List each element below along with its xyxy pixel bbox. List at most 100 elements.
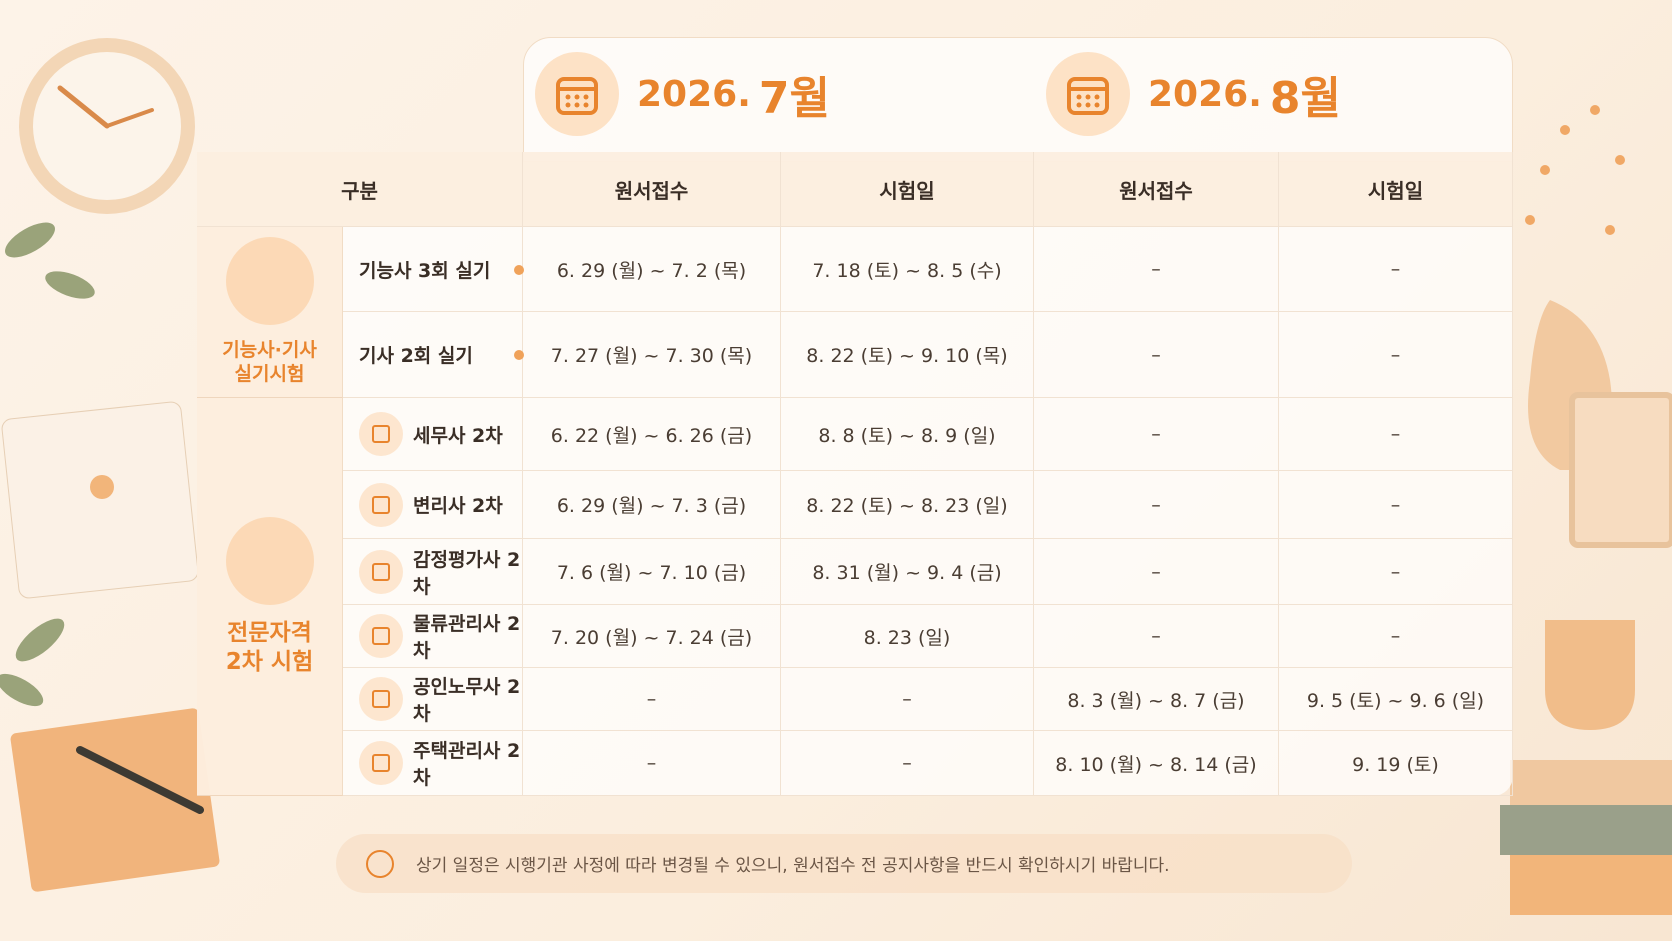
date-cell: 8. 31 (월) ~ 9. 4 (금)	[781, 539, 1034, 605]
notice-icon	[366, 849, 394, 878]
month-year: 2026.	[1148, 73, 1262, 115]
exam-name: 세무사 2차	[343, 398, 523, 471]
notice-text: 상기 일정은 시행기관 사정에 따라 변경될 수 있으니, 원서접수 전 공지사…	[416, 856, 1170, 876]
exam-icon	[359, 549, 403, 594]
group-label-line: 기능사·기사	[222, 339, 317, 362]
date-text: 6. 22 (월) ~ 6. 26 (금)	[550, 424, 753, 447]
date-text: 7. 18 (토) ~ 8. 5 (수)	[812, 259, 1002, 282]
date-cell: 6. 29 (월) ~ 7. 3 (금)	[523, 471, 781, 539]
date-text: –	[1151, 258, 1161, 280]
date-cell: 9. 5 (토) ~ 9. 6 (일)	[1279, 668, 1513, 731]
exam-name: 주택관리사 2차	[343, 731, 523, 796]
date-cell: –	[781, 731, 1034, 796]
date-text: 7. 20 (월) ~ 7. 24 (금)	[550, 626, 753, 649]
date-cell: 7. 27 (월) ~ 7. 30 (목)	[523, 312, 781, 398]
month-title: 2026. 8월	[1046, 50, 1501, 138]
date-text: –	[1390, 343, 1401, 366]
date-cell: 7. 6 (월) ~ 7. 10 (금)	[523, 539, 781, 605]
header-cell: 원서접수	[1034, 152, 1279, 227]
book-stack	[1510, 760, 1672, 805]
date-text: 8. 22 (토) ~ 9. 10 (목)	[806, 345, 1008, 367]
date-cell: –	[1034, 539, 1279, 605]
exam-icon	[359, 677, 403, 721]
group-icon	[225, 237, 314, 326]
date-cell: 9. 19 (토)	[1279, 731, 1513, 796]
book	[10, 708, 220, 892]
exam-icon	[359, 741, 403, 785]
group-icon	[225, 516, 314, 605]
header-cell: 시험일	[1279, 152, 1513, 227]
exam-icon	[359, 482, 403, 527]
date-cell: 6. 22 (월) ~ 6. 26 (금)	[523, 398, 781, 471]
connector	[514, 264, 524, 275]
date-text: 7. 27 (월) ~ 7. 30 (목)	[550, 345, 753, 367]
date-cell: 8. 8 (토) ~ 8. 9 (일)	[781, 398, 1034, 471]
date-cell: 7. 20 (월) ~ 7. 24 (금)	[523, 605, 781, 668]
date-text: –	[1151, 493, 1161, 516]
date-text: 8. 3 (월) ~ 8. 7 (금)	[1067, 689, 1245, 712]
date-text: 8. 10 (월) ~ 8. 14 (금)	[1055, 753, 1257, 776]
date-text: –	[902, 752, 912, 774]
date-cell: –	[1279, 312, 1513, 398]
date-text: 9. 19 (토)	[1352, 753, 1439, 776]
date-cell: –	[1279, 471, 1513, 539]
date-cell: –	[1034, 312, 1279, 398]
date-text: 7. 6 (월) ~ 7. 10 (금)	[556, 562, 747, 584]
calendar-icon	[535, 52, 619, 136]
date-cell: –	[1034, 471, 1279, 539]
exam-name-text: 변리사 2차	[413, 495, 503, 517]
month-name: 7월	[758, 73, 830, 124]
date-text: –	[1390, 423, 1401, 445]
date-text: –	[1390, 258, 1401, 280]
date-cell: –	[523, 668, 781, 731]
leaves	[0, 222, 95, 707]
header-cell: 원서접수	[523, 152, 781, 227]
date-cell: –	[1279, 398, 1513, 471]
month-name: 8월	[1269, 73, 1341, 124]
date-text: –	[1390, 560, 1401, 583]
header-cell: 시험일	[781, 152, 1034, 227]
date-cell: –	[1034, 227, 1279, 312]
date-cell: 8. 23 (일)	[781, 605, 1034, 668]
date-text: 8. 23 (일)	[863, 626, 951, 649]
connector	[514, 350, 524, 360]
group-label: 기능사·기사 실기시험	[197, 227, 343, 398]
desk-calendar	[1, 401, 199, 599]
date-cell: –	[1034, 605, 1279, 668]
flowers	[1525, 105, 1625, 235]
picture-frame	[1569, 392, 1672, 548]
date-text: –	[646, 752, 657, 774]
exam-name: 물류관리사 2차	[343, 605, 523, 668]
clock-hand	[57, 85, 110, 129]
date-cell: 8. 3 (월) ~ 8. 7 (금)	[1034, 668, 1279, 731]
date-cell: 8. 22 (토) ~ 8. 23 (일)	[781, 471, 1034, 539]
date-cell: –	[1279, 227, 1513, 312]
month-title: 2026. 7월	[535, 50, 1022, 138]
date-text: 8. 8 (토) ~ 8. 9 (일)	[818, 424, 996, 447]
group-label: 전문자격 2차 시험	[197, 398, 343, 796]
exam-icon	[359, 614, 403, 658]
group-label-line: 실기시험	[234, 363, 305, 385]
notice: 상기 일정은 시행기관 사정에 따라 변경될 수 있으니, 원서접수 전 공지사…	[336, 834, 1352, 893]
date-cell: 8. 10 (월) ~ 8. 14 (금)	[1034, 731, 1279, 796]
date-text: –	[1151, 423, 1161, 445]
exam-name: 기능사 3회 실기	[343, 227, 524, 312]
date-cell: 6. 29 (월) ~ 7. 2 (목)	[523, 227, 781, 312]
date-cell: 7. 18 (토) ~ 8. 5 (수)	[781, 227, 1034, 312]
date-cell: –	[523, 731, 781, 796]
date-text: –	[1151, 625, 1161, 647]
pen	[76, 746, 204, 814]
date-text: –	[902, 688, 912, 710]
exam-icon	[359, 412, 403, 456]
exam-name-text: 공인노무사 2차	[413, 676, 521, 725]
date-cell: –	[1279, 605, 1513, 668]
date-text: –	[1390, 625, 1401, 647]
date-text: –	[1151, 343, 1161, 366]
clock-hand	[105, 108, 154, 128]
exam-name-text: 세무사 2차	[413, 424, 503, 447]
date-text: 8. 31 (월) ~ 9. 4 (금)	[812, 562, 1002, 584]
calendar-mark	[90, 475, 114, 499]
exam-name-text: 주택관리사 2차	[413, 740, 521, 789]
